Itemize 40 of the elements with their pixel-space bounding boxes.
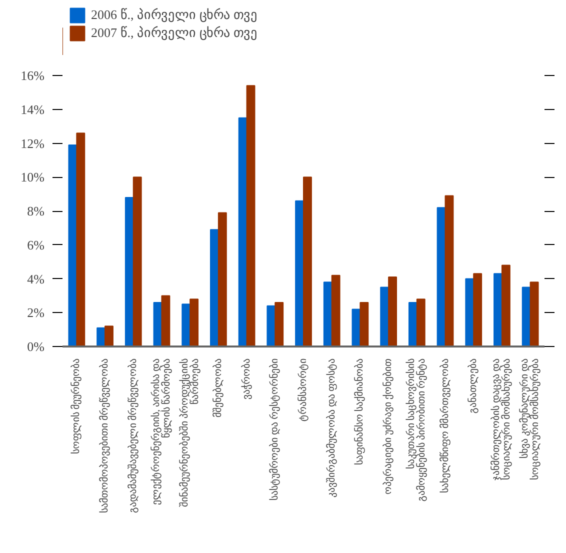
bar — [473, 273, 482, 346]
x-tick-label: საფინანსო საქმიანობა — [354, 358, 366, 465]
y-tick-label: 0% — [27, 339, 45, 354]
x-tick-label: სამთომოპოვებითი მრეწველობა — [98, 358, 111, 513]
bar — [218, 212, 227, 346]
bar — [190, 298, 199, 346]
bar — [444, 195, 454, 346]
bar — [360, 302, 369, 346]
x-tick-label: კავშირგაბმულობა და ფოსტა — [325, 358, 338, 498]
x-tick-label: სოფლის მეურნეობა — [70, 358, 82, 454]
bar — [388, 276, 397, 346]
y-tick-label: 10% — [20, 170, 45, 185]
bar — [416, 298, 426, 346]
bar — [331, 274, 340, 346]
bar — [246, 85, 256, 346]
bar — [530, 282, 539, 346]
x-tick-label: ტრანსპორტი — [297, 358, 309, 422]
bar — [132, 176, 142, 346]
bar — [104, 326, 114, 346]
y-tick-label: 12% — [20, 136, 45, 151]
x-tick-label: სასტუმროები და რესტორნები — [268, 358, 281, 500]
legend-label: 2007 წ., პირველი ცხრა თვე — [91, 25, 258, 41]
x-tick-label: სახელმწიფო მმართველობა — [438, 358, 451, 493]
y-tick-label: 2% — [27, 305, 45, 320]
bar — [303, 176, 312, 346]
y-tick-label: 16% — [20, 68, 45, 83]
y-tick-label: 14% — [20, 102, 45, 117]
y-tick-label: 8% — [27, 204, 45, 218]
bar — [274, 302, 284, 346]
x-tick-label: ვაჭრობა — [240, 358, 252, 400]
y-tick-label: 4% — [27, 271, 45, 286]
y-tick-label: 6% — [27, 237, 45, 252]
legend-label: 2006 წ., პირველი ცხრა თვე — [91, 7, 258, 23]
bar — [161, 295, 170, 346]
bar — [76, 132, 86, 346]
bar — [501, 264, 510, 346]
x-tick-label: მშენებლობა — [212, 358, 224, 418]
x-tick-label: გადამამუშავებელი მრეწველობა — [126, 358, 139, 513]
x-tick-label: ოპერაციები უძრავი ქონებით — [382, 358, 394, 494]
x-tick-label: განათლება — [467, 358, 480, 414]
